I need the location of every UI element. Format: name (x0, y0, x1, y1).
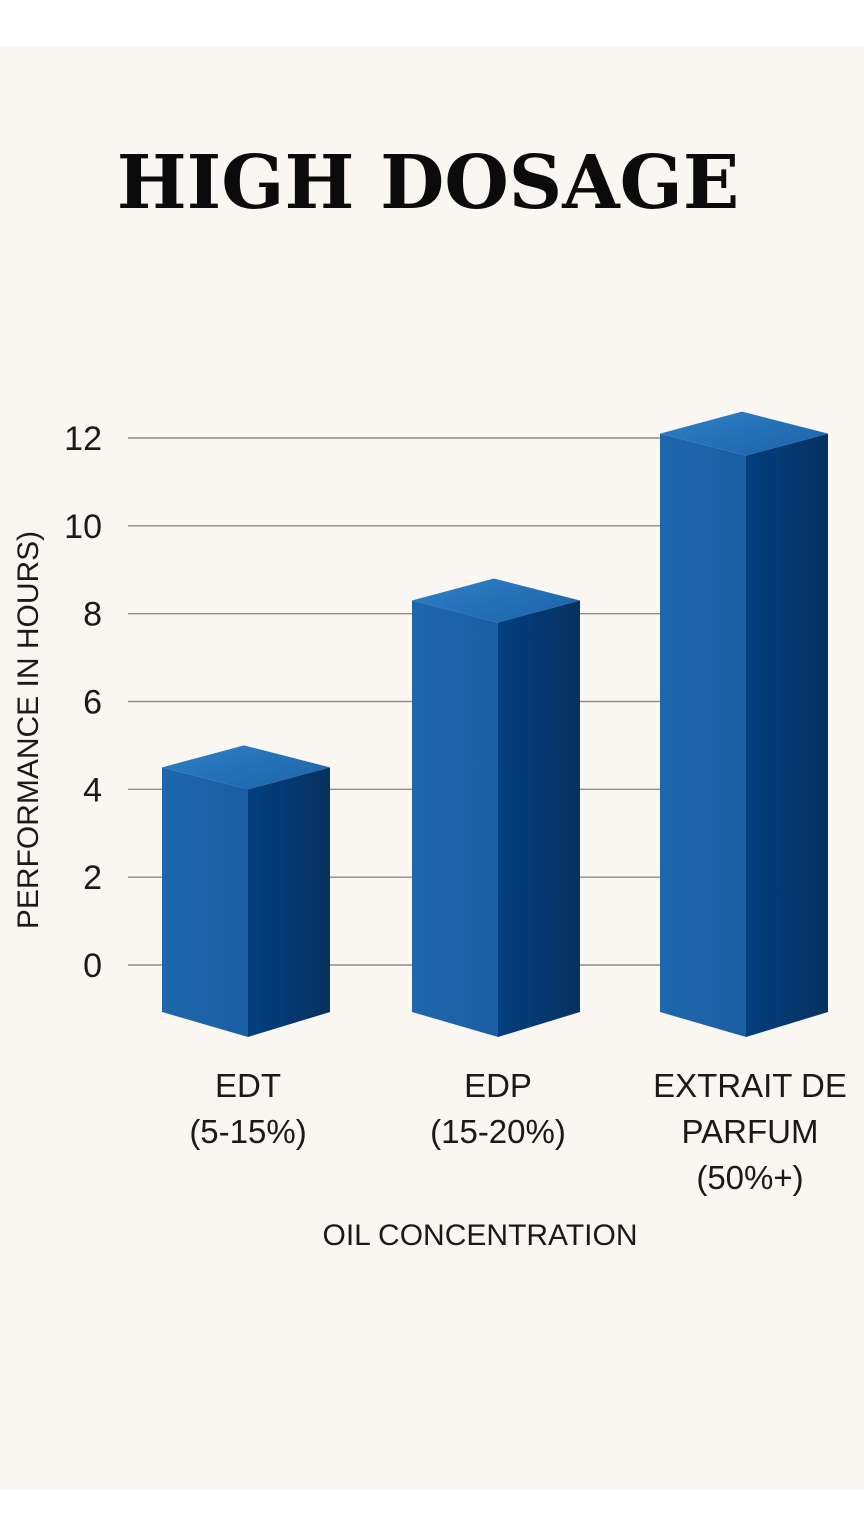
bars (162, 411, 828, 1037)
y-tick-label: 8 (83, 596, 102, 634)
x-category-label-line: EXTRAIT DE (653, 1067, 847, 1104)
bar-top-face (412, 578, 580, 623)
x-category-label-line: (5-15%) (189, 1113, 306, 1150)
bar (162, 745, 330, 1037)
y-tick-label: 2 (83, 859, 102, 897)
bar-top-face (660, 411, 828, 456)
x-axis-label: OIL CONCENTRATION (322, 1219, 637, 1252)
bar-front-face (162, 767, 248, 1037)
bar-front-face (412, 600, 498, 1037)
x-category-label: EDT (5-15%) (189, 1067, 306, 1150)
bar-side-face (498, 600, 580, 1037)
x-category-label-line: EDT (215, 1067, 281, 1104)
y-tick-label: 0 (83, 947, 102, 985)
y-axis-label: PERFORMANCE IN HOURS) (12, 531, 45, 929)
y-tick-label: 6 (83, 684, 102, 722)
x-category-label-line: EDP (464, 1067, 532, 1104)
x-category-label: EDP (15-20%) (430, 1067, 566, 1150)
bar (412, 578, 580, 1037)
bar (660, 411, 828, 1037)
y-tick-label: 12 (64, 420, 102, 458)
x-category-label: EXTRAIT DE PARFUM (50%+) (653, 1067, 847, 1196)
x-category-label-line: (15-20%) (430, 1113, 566, 1150)
y-tick-label: 4 (83, 771, 102, 809)
chart-title: HIGH DOSAGE (117, 140, 740, 226)
x-category-label-line: PARFUM (682, 1113, 819, 1150)
bar-top-face (162, 745, 330, 790)
y-axis-ticks: 0 2 4 6 8 10 12 (64, 420, 102, 985)
y-tick-label: 10 (64, 508, 102, 546)
bar-front-face (660, 433, 746, 1037)
x-category-label-line: (50%+) (696, 1159, 803, 1196)
bar-side-face (248, 767, 330, 1037)
bar-side-face (746, 433, 828, 1037)
x-axis-categories: EDT (5-15%) EDP (15-20%) EXTRAIT DE PARFUM (50… (189, 1067, 847, 1196)
